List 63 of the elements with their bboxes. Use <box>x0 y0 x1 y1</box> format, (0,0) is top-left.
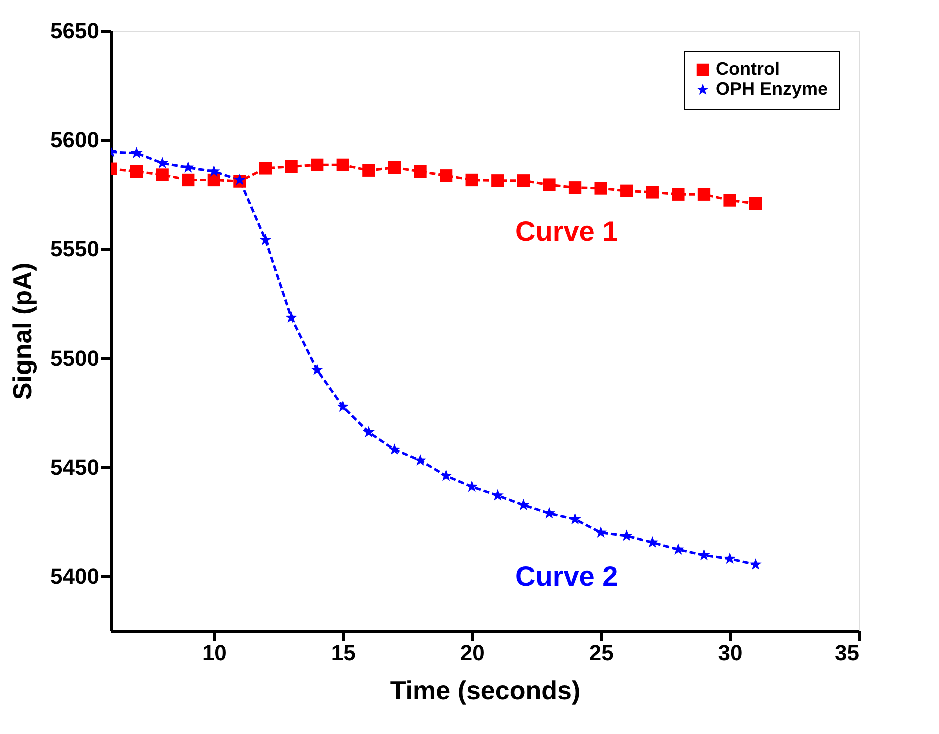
point <box>362 426 375 438</box>
y-tick-label: 5450 <box>50 454 100 480</box>
point <box>414 454 427 466</box>
x-tick-label: 10 <box>202 640 227 666</box>
point <box>518 499 530 510</box>
point <box>130 147 143 159</box>
point <box>568 182 582 194</box>
point <box>620 184 634 198</box>
point <box>362 164 376 177</box>
point <box>569 513 582 525</box>
point <box>182 161 194 173</box>
point <box>156 168 169 182</box>
x-axis-title: Time (seconds) <box>390 676 581 706</box>
point <box>724 194 736 207</box>
point <box>698 549 710 561</box>
point <box>492 489 504 501</box>
point <box>594 182 608 195</box>
y-tick-label: 5600 <box>50 128 100 153</box>
legend-label: Control <box>716 59 780 79</box>
point <box>414 165 427 178</box>
x-tick-label: 25 <box>589 640 614 666</box>
point <box>466 174 478 187</box>
annotation: Curve 2 <box>516 561 618 592</box>
y-tick-label: 5400 <box>50 564 100 589</box>
point <box>492 174 504 188</box>
y-tick-label: 5550 <box>50 236 100 262</box>
point <box>234 174 246 186</box>
point <box>388 161 402 174</box>
x-tick-label: 35 <box>835 640 860 666</box>
point <box>208 165 220 177</box>
point <box>543 178 556 192</box>
point <box>595 526 608 538</box>
point <box>337 400 350 412</box>
point <box>285 160 298 174</box>
point <box>750 558 762 570</box>
point <box>440 470 452 482</box>
point <box>466 480 478 492</box>
point <box>311 364 324 376</box>
point <box>620 530 633 542</box>
point <box>517 174 530 188</box>
point <box>750 197 762 210</box>
point <box>260 234 272 246</box>
point <box>182 174 195 187</box>
y-tick-label: 5650 <box>50 18 100 44</box>
y-axis-title: Signal (pA) <box>8 262 38 400</box>
point <box>286 312 298 324</box>
point <box>672 188 685 201</box>
point <box>311 158 324 172</box>
point <box>388 444 401 456</box>
legend-label: OPH Enzyme <box>716 79 828 99</box>
point <box>440 170 453 182</box>
point <box>208 174 220 187</box>
x-tick-label: 15 <box>331 640 356 666</box>
point <box>724 552 736 564</box>
x-tick-label: 30 <box>718 640 743 666</box>
annotation: Curve 1 <box>516 216 618 248</box>
y-tick-label: 5500 <box>50 346 100 371</box>
point <box>259 162 272 175</box>
point <box>130 165 144 178</box>
point <box>698 188 711 201</box>
x-tick-label: 20 <box>460 640 485 666</box>
point <box>646 186 659 199</box>
point <box>336 158 350 172</box>
